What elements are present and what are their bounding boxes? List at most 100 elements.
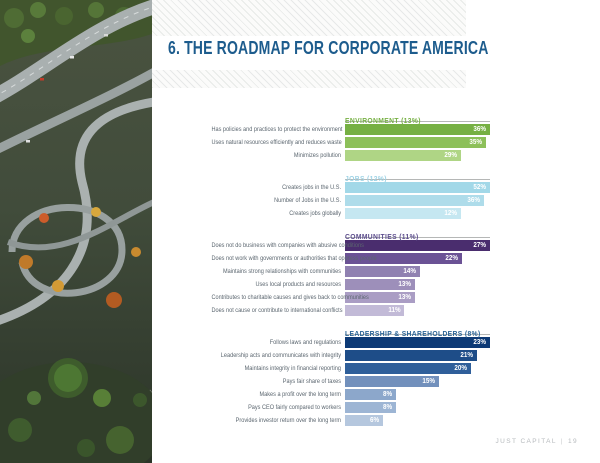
title-strip (152, 36, 466, 70)
chart-row: Does not do business with companies with… (183, 240, 490, 251)
bar-value-label: 21% (460, 352, 473, 359)
bar: 21% (345, 350, 477, 361)
row-label: Creates jobs in the U.S. (282, 184, 341, 191)
chart-section: ENVIRONMENT (13%) Has policies and pract… (183, 110, 490, 161)
row-label: Uses natural resources efficiently and r… (211, 139, 342, 146)
bar: 36% (345, 124, 490, 135)
footer-separator: | (560, 438, 564, 445)
chart-section: LEADERSHIP & SHAREHOLDERS (8%) Follows l… (183, 323, 490, 426)
row-label: Contributes to charitable causes and giv… (211, 294, 369, 301)
section-rows: Does not do business with companies with… (183, 240, 490, 316)
row-label: Provides investor return over the long t… (235, 417, 341, 424)
bar-value-label: 52% (473, 184, 486, 191)
chart-section: COMMUNITIES (11%) Does not do business w… (183, 226, 490, 316)
section-rows: Has policies and practices to protect th… (183, 124, 490, 161)
bar-value-label: 22% (445, 255, 459, 262)
bar: 8% (345, 389, 396, 400)
bar: 6% (345, 415, 383, 426)
bar-area: 36% (345, 195, 490, 206)
bar-area: 35% (345, 137, 490, 148)
bar-area: 12% (345, 208, 490, 219)
row-label: Has policies and practices to protect th… (211, 126, 343, 133)
bar: 12% (345, 208, 461, 219)
bar-value-label: 20% (454, 365, 468, 372)
bar: 13% (345, 279, 415, 290)
bar-area: 13% (345, 279, 490, 290)
bar: 11% (345, 305, 405, 316)
row-label: Leadership acts and communicates with in… (220, 352, 341, 359)
bar-area: 52% (345, 182, 490, 193)
bar: 20% (345, 363, 472, 374)
chart-row: Contributes to charitable causes and giv… (183, 292, 490, 303)
chart-row: Uses natural resources efficiently and r… (183, 137, 490, 148)
chart-row: Makes a profit over the long term 8% (183, 389, 490, 400)
chart-row: Maintains strong relationships with comm… (183, 266, 490, 277)
chart-row: Has policies and practices to protect th… (183, 124, 490, 135)
bar-area: 21% (345, 350, 490, 361)
roadmap-chart: ENVIRONMENT (13%) Has policies and pract… (183, 110, 490, 433)
aerial-highway-photo (0, 0, 152, 463)
chart-row: Leadership acts and communicates with in… (183, 350, 490, 361)
bar-area: 23% (345, 337, 490, 348)
bar-area: 11% (345, 305, 490, 316)
page-title: 6. THE ROADMAP FOR CORPORATE AMERICA (168, 38, 489, 58)
chart-row: Does not cause or contribute to internat… (183, 305, 490, 316)
aerial-highway-illustration (0, 0, 152, 463)
bar-area: 29% (345, 150, 490, 161)
chart-row: Creates jobs in the U.S. 52% (183, 182, 490, 193)
bar-value-label: 11% (388, 307, 401, 314)
section-title: JOBS (12%) (345, 174, 387, 183)
bar-value-label: 27% (473, 242, 486, 249)
section-title: LEADERSHIP & SHAREHOLDERS (8%) (345, 329, 481, 338)
bar-area: 27% (345, 240, 490, 251)
row-label: Creates jobs globally (289, 210, 341, 217)
footer-page-number: 19 (567, 438, 578, 445)
chart-row: Minimizes pollution 29% (183, 150, 490, 161)
bar: 29% (345, 150, 461, 161)
row-label: Number of Jobs in the U.S. (274, 197, 341, 204)
bar-value-label: 29% (444, 152, 457, 159)
bar-area: 13% (345, 292, 490, 303)
chart-row: Uses local products and resources 13% (183, 279, 490, 290)
bar-area: 20% (345, 363, 490, 374)
section-rows: Creates jobs in the U.S. 52% Number of J… (183, 182, 490, 219)
bar-value-label: 6% (369, 417, 379, 424)
row-label: Does not cause or contribute to internat… (211, 307, 343, 314)
bar: 36% (345, 195, 485, 206)
bar-area: 6% (345, 415, 490, 426)
row-label: Pays fair share of taxes (282, 378, 341, 385)
bar: 13% (345, 292, 415, 303)
row-label: Does not do business with companies with… (211, 242, 364, 249)
row-label: Minimizes pollution (293, 152, 341, 159)
bar: 35% (345, 137, 486, 148)
section-rows: Follows laws and regulations 23% Leaders… (183, 337, 490, 426)
bar-area: 15% (345, 376, 490, 387)
chart-row: Pays fair share of taxes 15% (183, 376, 490, 387)
row-label: Maintains strong relationships with comm… (222, 268, 341, 275)
bar-value-label: 8% (382, 391, 392, 398)
bar-value-label: 13% (397, 281, 411, 288)
bar-value-label: 36% (473, 126, 486, 133)
header-band (152, 0, 466, 88)
section-title: COMMUNITIES (11%) (345, 232, 419, 241)
page-footer: JUST CAPITAL | 19 (496, 438, 578, 445)
bar: 15% (345, 376, 440, 387)
bar-area: 8% (345, 402, 490, 413)
bar-value-label: 15% (422, 378, 436, 385)
section-header: COMMUNITIES (11%) (345, 226, 490, 241)
chart-row: Pays CEO fairly compared to workers 8% (183, 402, 490, 413)
bar-value-label: 14% (403, 268, 417, 275)
chart-row: Does not work with governments or author… (183, 253, 490, 264)
bar-value-label: 23% (473, 339, 486, 346)
bar-area: 36% (345, 124, 490, 135)
row-label: Follows laws and regulations (269, 339, 341, 346)
bar-value-label: 8% (382, 404, 392, 411)
bar: 14% (345, 266, 421, 277)
chart-row: Provides investor return over the long t… (183, 415, 490, 426)
row-label: Does not work with governments or author… (211, 255, 377, 262)
row-label: Pays CEO fairly compared to workers (248, 404, 341, 411)
section-header: ENVIRONMENT (13%) (345, 110, 490, 125)
bar: 22% (345, 253, 463, 264)
section-header: LEADERSHIP & SHAREHOLDERS (8%) (345, 323, 490, 338)
bar-value-label: 13% (397, 294, 411, 301)
